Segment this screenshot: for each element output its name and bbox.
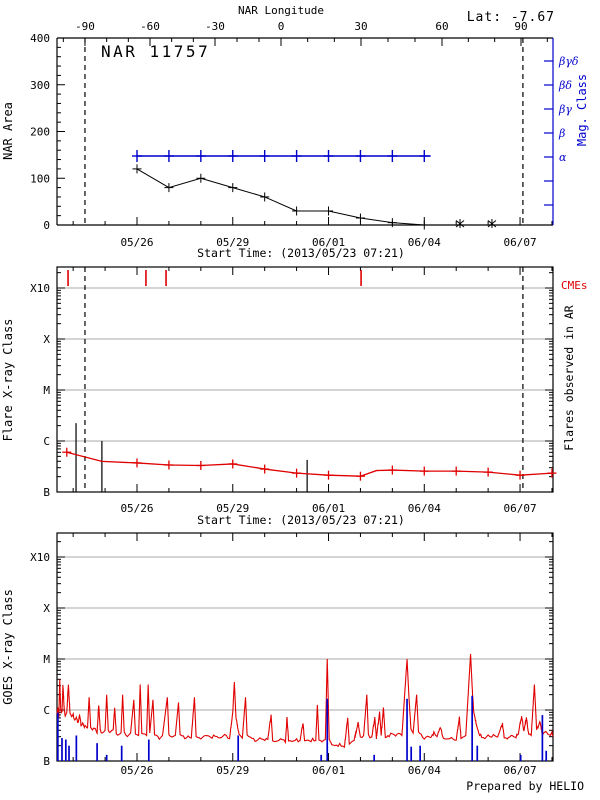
y-tick-label: 400 — [30, 32, 50, 45]
longitude-axis-label: NAR Longitude — [238, 4, 324, 17]
y-tick-label: 0 — [43, 219, 50, 232]
y-tick-label: X10 — [30, 282, 50, 295]
panel-frame — [56, 266, 554, 493]
x-tick-label: 05/29 — [216, 764, 249, 777]
credit-label: Prepared by HELIO — [466, 779, 584, 793]
star-marker — [487, 220, 497, 228]
x-tick-label: 06/04 — [408, 764, 441, 777]
start-time-label-middle: Start Time: (2013/05/23 07:21) — [197, 513, 405, 527]
longitude-tick-label: 0 — [278, 20, 285, 33]
x-tick-label: 06/04 — [408, 502, 441, 515]
mag-class-tick-label: α — [559, 151, 567, 164]
x-tick-label: 05/26 — [120, 236, 153, 249]
y-tick-label: B — [43, 755, 50, 768]
mag-class-tick-label: βγδ — [558, 55, 579, 68]
cmes-label: CMEs — [561, 279, 588, 292]
longitude-tick-label: 30 — [354, 20, 367, 33]
mag-class-tick-label: βδ — [558, 79, 572, 92]
mag-class-tick-label: βγ — [558, 103, 572, 116]
y-tick-label: B — [43, 486, 50, 499]
x-tick-label: 06/01 — [312, 236, 345, 249]
y-tick-label: 100 — [30, 172, 50, 185]
longitude-tick-label: 60 — [435, 20, 448, 33]
y-tick-label: M — [43, 653, 50, 666]
y-tick-label: C — [43, 435, 50, 448]
figure-title: NAR 11757 — [101, 42, 210, 61]
x-tick-label: 06/07 — [503, 502, 536, 515]
area-curve — [136, 168, 425, 226]
latitude-label: Lat: -7.67 — [467, 10, 555, 25]
x-tick-label: 06/04 — [408, 236, 441, 249]
longitude-tick-label: -30 — [205, 20, 225, 33]
nar-area-axis-label: NAR Area — [1, 102, 15, 160]
y-tick-label: 200 — [30, 126, 50, 139]
y-tick-label: X — [43, 333, 50, 346]
x-tick-label: 05/29 — [216, 236, 249, 249]
panel-frame — [56, 532, 554, 762]
star-marker — [455, 220, 465, 228]
longitude-tick-label: 90 — [514, 20, 527, 33]
y-tick-label: C — [43, 704, 50, 717]
y-tick-label: X — [43, 602, 50, 615]
y-tick-label: M — [43, 384, 50, 397]
y-tick-label: 300 — [30, 79, 50, 92]
longitude-tick-label: -60 — [140, 20, 160, 33]
mag-class-axis-label: Mag. Class — [575, 74, 589, 146]
x-tick-label: 06/01 — [312, 764, 345, 777]
flares-observed-label: Flares observed in AR — [562, 305, 576, 450]
goes-curve — [56, 653, 554, 749]
nar-area-panel: -90 -60 -30 0 30 60 90 0 100 200 300 400 βγδ βδ βγ βα 05… — [30, 20, 579, 249]
flare-class-axis-label: Flare X-ray Class — [1, 319, 15, 442]
start-time-label-top: Start Time: (2013/05/23 07:21) — [197, 246, 405, 260]
longitude-tick-label: -90 — [75, 20, 95, 33]
y-tick-label: X10 — [30, 551, 50, 564]
flares-panel: B C M X X10 05/26 05/29 06/01 06/04 06/07 — [30, 266, 557, 515]
goes-panel: B C M X X10 05/26 05/29 06/01 06/04 06/07 — [30, 532, 554, 777]
mag-class-tick-label: β — [558, 127, 565, 140]
x-tick-label: 05/26 — [120, 502, 153, 515]
x-tick-label: 06/01 — [312, 502, 345, 515]
x-tick-label: 05/29 — [216, 502, 249, 515]
x-tick-label: 05/26 — [120, 764, 153, 777]
x-tick-label: 06/07 — [503, 764, 536, 777]
x-tick-label: 06/07 — [503, 236, 536, 249]
flare-max-curve — [66, 451, 554, 477]
goes-class-axis-label: GOES X-ray Class — [1, 589, 15, 705]
